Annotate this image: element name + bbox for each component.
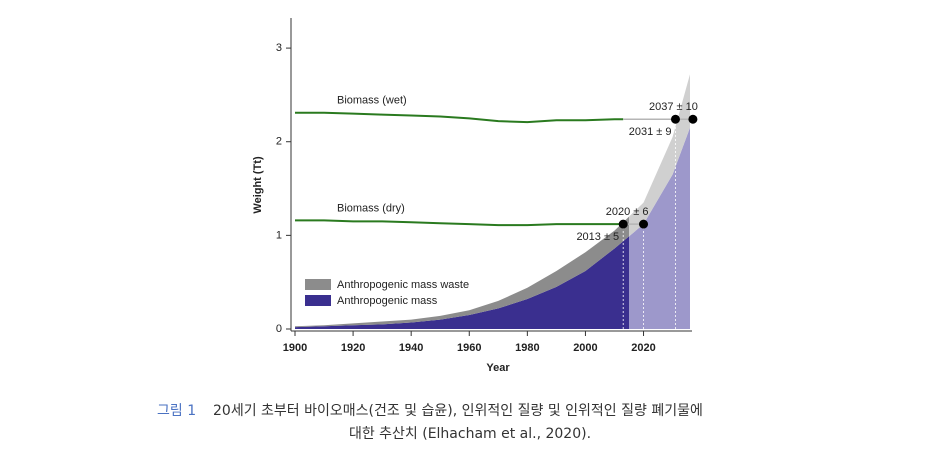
crossover-point xyxy=(670,114,680,124)
area xyxy=(295,74,690,328)
x-tick-label: 2020 xyxy=(631,342,655,354)
annotation: 2037 ± 10 xyxy=(649,101,698,113)
y-tick-label: 0 xyxy=(276,323,282,335)
caption-line: 대한 추산치 (Elhacham et al., 2020). xyxy=(349,426,591,442)
legend-swatch xyxy=(305,295,331,306)
legend-label: Anthropogenic mass xyxy=(337,295,438,307)
y-tick-label: 3 xyxy=(276,42,282,54)
crossover-point xyxy=(639,219,649,229)
x-tick-label: 1920 xyxy=(341,342,365,354)
annotation: 2031 ± 9 xyxy=(629,126,672,138)
series-label: Biomass (wet) xyxy=(337,95,407,107)
annotation: 2013 ± 5 xyxy=(576,231,619,243)
x-tick-label: 2000 xyxy=(573,342,597,354)
caption-line: 20세기 초부터 바이오매스(건조 및 습윤), 인위적인 질량 및 인위적인 … xyxy=(213,403,703,419)
legend-swatch xyxy=(305,279,331,290)
area xyxy=(295,127,690,329)
line xyxy=(295,219,624,227)
line xyxy=(295,111,624,124)
series-label: Biomass (dry) xyxy=(337,202,405,214)
x-tick-label: 1900 xyxy=(283,342,307,354)
crossover-point xyxy=(688,114,698,124)
caption-label: 그림 1 xyxy=(157,403,196,419)
legend-label: Anthropogenic mass waste xyxy=(337,279,469,291)
x-tick-label: 1960 xyxy=(457,342,481,354)
y-tick-label: 2 xyxy=(276,136,282,148)
y-tick-label: 1 xyxy=(276,229,282,241)
crossover-point xyxy=(618,219,628,229)
x-tick-label: 1980 xyxy=(515,342,539,354)
x-tick-label: 1940 xyxy=(399,342,423,354)
annotation: 2020 ± 6 xyxy=(606,206,649,218)
y-axis-label: Weight (Tt) xyxy=(252,156,264,214)
x-axis-label: Year xyxy=(486,362,510,374)
